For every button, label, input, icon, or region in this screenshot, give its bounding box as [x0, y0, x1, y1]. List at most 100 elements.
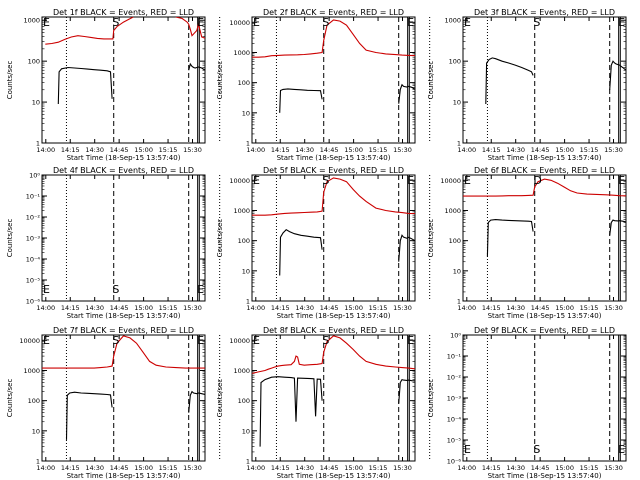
series-line-1 [252, 335, 415, 374]
x-tick-label: 14:15 [271, 146, 290, 154]
x-tick-label: 14:30 [295, 464, 314, 472]
x-tick-label: 15:15 [580, 146, 599, 154]
chart-title: Det 4f BLACK = Events, RED = LLD [53, 166, 194, 175]
series-line-2 [486, 219, 534, 257]
x-tick-label: 14:45 [320, 304, 339, 312]
y-tick-label: 1000 [23, 17, 40, 25]
x-tick-label: 14:00 [457, 304, 476, 312]
x-tick-label: 14:15 [271, 464, 290, 472]
x-tick-label: 15:00 [134, 304, 153, 312]
series-line-1 [463, 178, 626, 197]
y-tick-label: 10⁻³ [447, 395, 462, 403]
event-marker-S: S [533, 443, 540, 456]
y-tick-label: 1 [457, 298, 461, 306]
chart-panel-2: Det 2f BLACK = Events, RED = LLD 14:00 14:… [216, 8, 431, 162]
x-tick-label: 14:00 [457, 464, 476, 472]
series-line-1 [252, 19, 415, 58]
event-marker-D: D [533, 174, 541, 187]
event-marker-E: E [407, 16, 414, 29]
series-line-1 [252, 177, 415, 216]
x-axis-label: Start Time (18-Sep-15 13:57:40) [67, 312, 181, 320]
x-tick-label: 15:15 [159, 304, 178, 312]
x-tick-label: 15:15 [369, 464, 388, 472]
x-tick-label: 15:30 [393, 304, 412, 312]
chart-panel-7: Det 7f BLACK = Events, RED = LLD 14:00 14:… [6, 326, 221, 480]
y-axis-label: Counts/sec [6, 219, 14, 258]
y-tick-label: 100 [28, 58, 40, 66]
x-tick-label: 14:15 [271, 304, 290, 312]
event-marker-S: S [112, 334, 119, 347]
x-tick-label: 15:00 [555, 304, 574, 312]
y-tick-label: 10⁰ [450, 332, 461, 340]
edge-marker-E: E [43, 16, 50, 29]
x-tick-label: 14:30 [506, 146, 525, 154]
event-marker-S: S [112, 283, 119, 296]
event-marker-E: E [197, 334, 204, 347]
event-marker-S: S [322, 174, 329, 187]
edge-marker-E: E [253, 16, 260, 29]
y-axis-label: Counts/sec [216, 61, 224, 100]
x-tick-label: 15:30 [183, 146, 202, 154]
x-tick-label: 14:00 [246, 464, 265, 472]
y-tick-label: 10000 [229, 19, 250, 27]
x-tick-label: 15:00 [134, 146, 153, 154]
y-tick-label: 100 [28, 397, 40, 405]
plot-frame [462, 174, 627, 302]
y-tick-label: 100 [238, 237, 250, 245]
y-tick-label: 10⁻⁶ [447, 458, 462, 466]
plot-frame [41, 334, 206, 462]
y-tick-label: 1 [36, 458, 40, 466]
y-axis-label: Counts/sec [6, 379, 14, 418]
y-tick-label: 10⁻² [447, 374, 462, 382]
y-tick-label: 10000 [229, 177, 250, 185]
x-axis-label: Start Time (18-Sep-15 13:57:40) [67, 154, 181, 162]
x-tick-label: 14:45 [531, 464, 550, 472]
x-axis-label: Start Time (18-Sep-15 13:57:40) [488, 312, 602, 320]
chart-title: Det 9f BLACK = Events, RED = LLD [474, 326, 615, 335]
x-tick-label: 14:45 [531, 304, 550, 312]
x-tick-label: 15:00 [344, 464, 363, 472]
x-axis-label: Start Time (18-Sep-15 13:57:40) [488, 472, 602, 480]
x-tick-label: 14:00 [36, 304, 55, 312]
x-tick-label: 14:00 [36, 464, 55, 472]
x-tick-label: 14:45 [110, 464, 129, 472]
event-marker-E: E [197, 283, 204, 296]
x-tick-label: 14:30 [295, 146, 314, 154]
x-tick-label: 15:30 [604, 304, 623, 312]
chart-panel-4: Det 4f BLACK = Events, RED = LLD 14:00 14:… [6, 166, 221, 320]
x-tick-label: 14:30 [506, 464, 525, 472]
chart-title: Det 1f BLACK = Events, RED = LLD [53, 8, 194, 17]
x-tick-label: 15:15 [159, 146, 178, 154]
edge-marker-E: E [464, 443, 471, 456]
series-line-2 [398, 378, 415, 404]
event-marker-E: E [407, 174, 414, 187]
chart-title: Det 7f BLACK = Events, RED = LLD [53, 326, 194, 335]
edge-marker-E: E [253, 334, 260, 347]
series-line-2 [279, 88, 323, 113]
x-tick-label: 15:00 [555, 146, 574, 154]
x-tick-label: 14:30 [85, 304, 104, 312]
edge-marker-E: E [464, 174, 471, 187]
y-tick-label: 10 [242, 427, 250, 435]
chart-title: Det 3f BLACK = Events, RED = LLD [474, 8, 615, 17]
edge-marker-E: E [43, 283, 50, 296]
x-axis-label: Start Time (18-Sep-15 13:57:40) [277, 312, 391, 320]
y-tick-label: 10000 [19, 337, 40, 345]
y-tick-label: 1 [36, 140, 40, 148]
series-line-2 [609, 219, 626, 236]
chart-title: Det 5f BLACK = Events, RED = LLD [263, 166, 404, 175]
y-tick-label: 10 [453, 267, 461, 275]
event-marker-E: E [407, 334, 414, 347]
x-tick-label: 15:30 [604, 464, 623, 472]
x-tick-label: 14:15 [482, 146, 501, 154]
series-line-2 [259, 376, 323, 447]
y-tick-label: 10 [32, 427, 40, 435]
event-marker-S: S [322, 16, 329, 29]
x-tick-label: 15:15 [580, 304, 599, 312]
x-tick-label: 14:30 [85, 146, 104, 154]
y-tick-label: 10⁻⁴ [26, 256, 41, 264]
chart-title: Det 6f BLACK = Events, RED = LLD [474, 166, 615, 175]
event-marker-E: E [618, 443, 625, 456]
x-tick-label: 15:30 [183, 304, 202, 312]
